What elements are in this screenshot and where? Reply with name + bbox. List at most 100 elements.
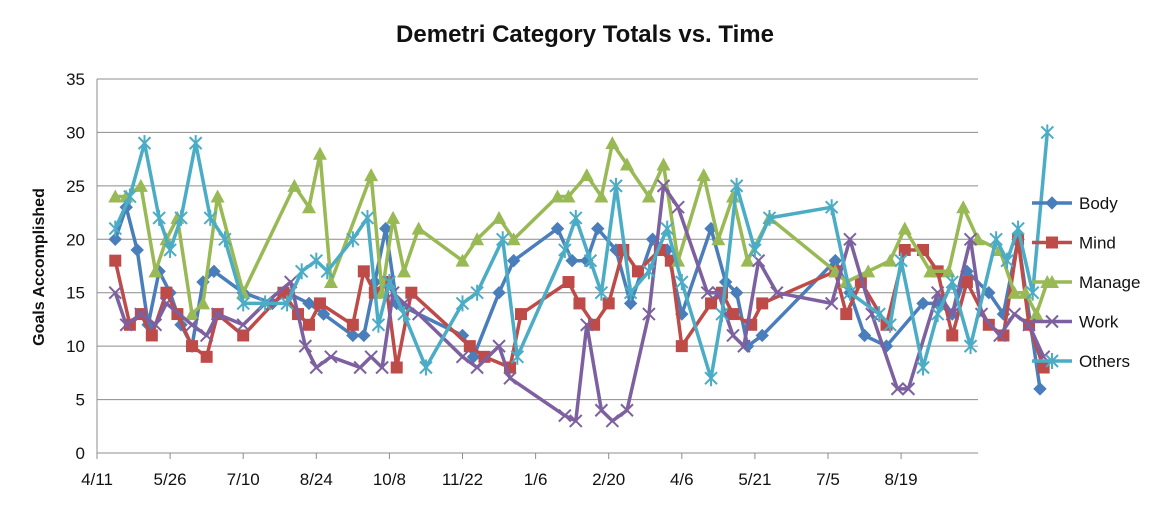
- data-point-work: [620, 403, 634, 417]
- data-point-manage: [312, 146, 327, 160]
- marker-stroke: [159, 296, 174, 311]
- marker-stroke: [298, 339, 313, 353]
- data-point-mind: [237, 329, 250, 342]
- data-point-others: [137, 135, 152, 152]
- data-point-manage: [148, 264, 163, 278]
- marker-stroke: [656, 179, 671, 193]
- x-tick-label: 1/6: [524, 470, 548, 489]
- data-point-mind: [313, 297, 326, 310]
- data-point-body: [316, 307, 331, 321]
- data-point-work: [945, 307, 959, 321]
- y-tick-label: 15: [66, 284, 85, 303]
- data-point-others: [510, 348, 525, 365]
- data-point-others: [558, 241, 572, 258]
- data-point-body: [755, 328, 769, 343]
- data-point-body: [357, 328, 371, 343]
- data-point-manage: [455, 253, 470, 267]
- data-point-others: [824, 199, 839, 216]
- data-point-manage: [656, 157, 671, 171]
- data-point-body: [591, 221, 605, 236]
- marker-stroke: [901, 382, 916, 396]
- legend-label: Manage: [1079, 273, 1140, 292]
- marker-stroke: [148, 318, 163, 332]
- data-point-manage: [364, 168, 379, 182]
- legend-marker: [1045, 353, 1059, 369]
- legend-marker: [1046, 236, 1058, 249]
- data-point-work: [642, 307, 656, 321]
- data-point-manage: [386, 210, 401, 224]
- data-point-others: [123, 188, 137, 205]
- data-point-others: [1025, 284, 1040, 301]
- data-point-work: [364, 350, 378, 364]
- data-point-manage: [323, 275, 338, 289]
- data-point-manage: [883, 253, 898, 267]
- data-point-work: [605, 414, 620, 428]
- data-point-others: [174, 209, 188, 226]
- data-point-others: [916, 359, 930, 376]
- data-point-others: [455, 295, 470, 312]
- data-point-work: [770, 286, 784, 300]
- data-point-others: [1040, 124, 1055, 141]
- marker-stroke: [605, 414, 620, 428]
- data-point-mind: [756, 297, 769, 310]
- data-point-mind: [562, 276, 575, 289]
- data-point-work: [134, 307, 148, 321]
- data-point-others: [660, 220, 674, 237]
- data-point-manage: [411, 221, 426, 235]
- series-layer: [108, 124, 1055, 428]
- data-point-others: [594, 284, 609, 301]
- data-point-manage: [956, 200, 971, 214]
- data-point-manage: [1029, 307, 1044, 321]
- axes: 0 5 10 15 20 25 30 35 4/11 5/26 7/10 8/24 10/8 11/22 1…: [66, 70, 978, 489]
- x-tick-label: 7/5: [816, 470, 840, 489]
- data-point-manage: [301, 200, 316, 214]
- data-point-manage: [605, 136, 620, 150]
- data-point-manage: [619, 157, 634, 171]
- series-line-mind: [113, 237, 1046, 370]
- data-point-others: [675, 274, 689, 291]
- data-point-work: [353, 360, 367, 375]
- y-tick-label: 5: [76, 391, 85, 410]
- data-point-work: [963, 232, 978, 246]
- marker-stroke: [119, 318, 133, 332]
- data-point-work: [824, 296, 839, 311]
- legend-label: Mind: [1079, 234, 1116, 253]
- chart-title: Demetri Category Totals vs. Time: [396, 21, 774, 48]
- marker-stroke: [751, 253, 766, 268]
- data-point-work: [455, 350, 470, 364]
- data-point-body: [916, 296, 930, 311]
- data-point-work: [569, 414, 583, 428]
- data-point-others: [280, 295, 294, 312]
- data-point-others: [346, 231, 360, 248]
- data-point-manage: [287, 178, 302, 192]
- y-tick-label: 25: [66, 177, 85, 196]
- data-point-others: [258, 295, 272, 312]
- data-point-others: [163, 241, 177, 258]
- data-point-body: [1033, 382, 1047, 396]
- marker-stroke: [492, 339, 506, 353]
- series-line-work: [113, 184, 1046, 423]
- y-tick-label: 20: [66, 230, 85, 249]
- data-point-work: [199, 328, 214, 343]
- data-point-manage: [740, 253, 755, 267]
- data-point-others: [294, 263, 309, 280]
- data-point-mind: [840, 308, 853, 321]
- x-tick-label: 7/10: [227, 470, 260, 489]
- marker-stroke: [134, 307, 148, 321]
- data-point-others: [382, 274, 397, 291]
- legend-label: Work: [1079, 313, 1119, 332]
- data-point-others: [872, 306, 886, 323]
- data-point-work: [298, 339, 313, 353]
- data-point-mind: [1037, 361, 1050, 374]
- data-point-work: [309, 360, 324, 375]
- y-tick-label: 35: [66, 70, 85, 89]
- data-point-manage: [711, 232, 726, 246]
- data-point-work: [411, 307, 426, 321]
- data-point-mind: [123, 318, 136, 331]
- data-point-work: [700, 286, 715, 300]
- legend-marker: [1045, 196, 1059, 210]
- legend-marker: [1045, 275, 1059, 288]
- legend: Body Mind Manage Work Others: [1032, 194, 1140, 371]
- data-point-mind: [186, 340, 199, 353]
- data-point-work: [108, 286, 122, 300]
